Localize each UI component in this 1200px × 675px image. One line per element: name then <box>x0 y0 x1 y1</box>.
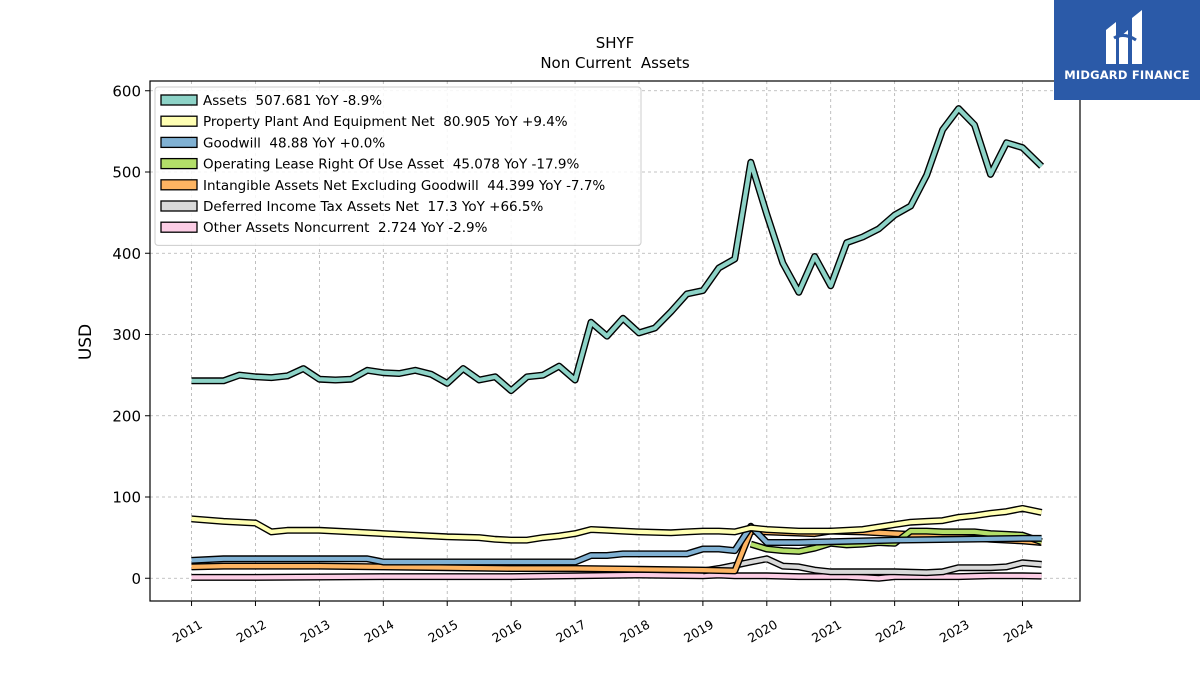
x-tick-label: 2020 <box>745 617 780 646</box>
x-ticks: 2011 2012 2013 2014 2015 2016 2017 2018 2019 2020… <box>170 601 1036 646</box>
series-line-stroke <box>191 106 1044 393</box>
legend-label: Other Assets Noncurrent 2.724 YoY -2.9% <box>203 220 488 236</box>
legend-label: Operating Lease Right Of Use Asset 45.07… <box>203 157 579 173</box>
legend-swatch <box>160 157 198 170</box>
legend-label: Assets 507.681 YoY -8.9% <box>203 93 382 109</box>
legend-label: Deferred Income Tax Assets Net 17.3 YoY … <box>203 199 544 215</box>
legend: Assets 507.681 YoY -8.9% Property Plant A… <box>154 86 642 246</box>
legend-swatch <box>160 221 198 233</box>
x-tick-label: 2022 <box>873 617 908 646</box>
x-tick-label: 2014 <box>362 617 397 646</box>
y-tick-label: 0 <box>131 570 141 588</box>
y-tick-label: 400 <box>112 245 141 263</box>
series-line-stroke <box>191 506 1043 543</box>
x-tick-label: 2024 <box>1001 617 1036 646</box>
legend-box <box>154 86 642 246</box>
legend-swatch <box>160 115 198 127</box>
series-line <box>191 571 1042 582</box>
series-line-stroke <box>702 556 1042 575</box>
y-tick-label: 200 <box>112 407 141 425</box>
series-line <box>191 522 1042 566</box>
x-tick-label: 2021 <box>809 617 844 646</box>
legend-label: Goodwill 48.88 YoY +0.0% <box>203 135 385 151</box>
y-tick-label: 100 <box>112 489 141 507</box>
series-line <box>702 555 1042 577</box>
x-tick-label: 2011 <box>170 617 205 646</box>
series-line-stroke <box>191 572 1042 581</box>
logo-text: MIDGARD FINANCE <box>1064 68 1190 82</box>
x-tick-label: 2023 <box>937 617 972 646</box>
midgard-finance-logo: MIDGARD FINANCE <box>1054 0 1200 100</box>
chart-title: SHYF <box>596 34 635 52</box>
legend-swatch <box>160 136 198 149</box>
series-line <box>191 504 1043 544</box>
legend-swatch <box>160 179 198 191</box>
plot-frame <box>149 80 1081 602</box>
y-tick-label: 300 <box>112 326 141 344</box>
y-ticks: 0 100 200 300 400 500 600 <box>112 82 150 588</box>
legend-swatch <box>160 200 198 212</box>
x-tick-label: 2012 <box>234 617 269 646</box>
legend-swatch <box>160 94 198 106</box>
x-tick-label: 2013 <box>298 617 333 646</box>
legend-label: Property Plant And Equipment Net 80.905 … <box>203 114 568 130</box>
x-tick-label: 2015 <box>425 617 460 646</box>
y-tick-label: 500 <box>112 164 141 182</box>
x-tick-label: 2017 <box>553 617 588 646</box>
x-tick-label: 2016 <box>489 617 524 646</box>
midgard-logo-icon <box>1106 10 1142 64</box>
chart-subtitle: Non Current Assets <box>540 54 690 72</box>
series-line <box>191 105 1045 395</box>
x-tick-label: 2019 <box>681 617 716 646</box>
series-lines <box>191 105 1045 582</box>
legend-label: Intangible Assets Net Excluding Goodwill… <box>203 178 605 194</box>
series-line-stroke <box>191 524 1042 565</box>
x-tick-label: 2018 <box>617 617 652 646</box>
y-tick-label: 600 <box>112 82 141 100</box>
y-axis-label: USD <box>76 324 96 360</box>
